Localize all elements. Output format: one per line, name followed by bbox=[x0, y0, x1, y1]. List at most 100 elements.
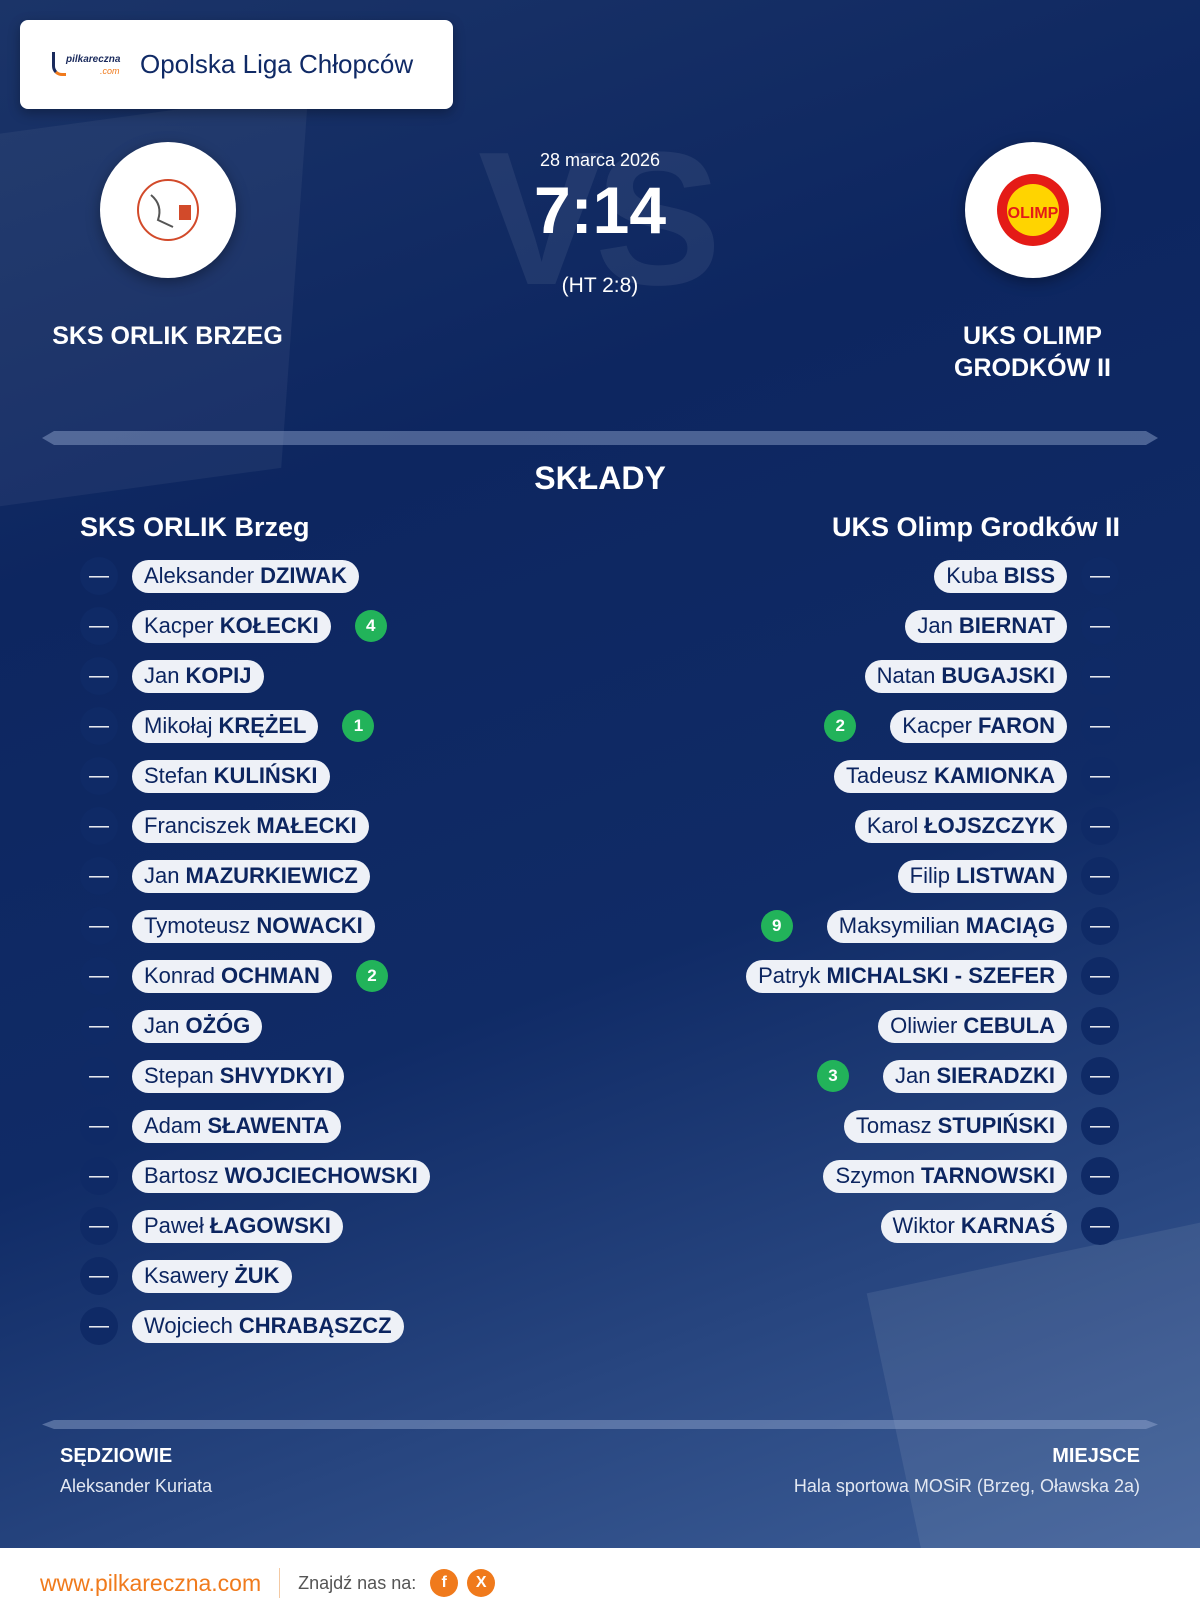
separator bbox=[279, 1568, 281, 1598]
player-name[interactable]: Wojciech CHRABĄSZCZ bbox=[132, 1309, 404, 1343]
player-last-name: MAZURKIEWICZ bbox=[185, 863, 358, 888]
player-name[interactable]: Tomasz STUPIŃSKI bbox=[843, 1109, 1067, 1143]
goals-badge: 9 bbox=[760, 910, 793, 942]
player-first-name: Konrad bbox=[144, 963, 215, 988]
player-name[interactable]: Konrad OCHMAN bbox=[132, 959, 332, 993]
player-name[interactable]: Tymoteusz NOWACKI bbox=[132, 909, 375, 943]
halftime-score: (HT 2:8) bbox=[561, 274, 639, 297]
player-row: — Ksawery ŻUK bbox=[80, 1257, 292, 1295]
facebook-icon[interactable]: f bbox=[430, 1569, 459, 1597]
shirt-number: — bbox=[80, 1007, 118, 1045]
shirt-number: — bbox=[1081, 607, 1119, 645]
player-last-name: SHVYDKYI bbox=[219, 1063, 333, 1088]
player-row: Wiktor KARNAŚ — bbox=[880, 1207, 1119, 1245]
away-team-logo: OLIMP bbox=[965, 142, 1101, 278]
player-name[interactable]: Mikołaj KRĘŻEL bbox=[132, 709, 319, 743]
league-header: pilkareczna .com Opolska Liga Chłopców bbox=[20, 20, 453, 109]
player-last-name: BISS bbox=[1003, 563, 1055, 588]
divider bbox=[42, 1420, 1158, 1429]
league-name: Opolska Liga Chłopców bbox=[140, 49, 414, 79]
player-last-name: ŁOJSZCZYK bbox=[924, 813, 1055, 838]
player-row: Tomasz STUPIŃSKI — bbox=[843, 1107, 1119, 1145]
player-first-name: Jan bbox=[144, 663, 180, 688]
player-name[interactable]: Natan BUGAJSKI bbox=[864, 659, 1067, 693]
shirt-number: — bbox=[1081, 957, 1119, 995]
player-row: Oliwier CEBULA — bbox=[878, 1007, 1119, 1045]
player-last-name: DZIWAK bbox=[260, 563, 347, 588]
home-team-name: SKS ORLIK BRZEG bbox=[52, 322, 283, 350]
player-name[interactable]: Franciszek MAŁECKI bbox=[132, 809, 369, 843]
referees-value: Aleksander Kuriata bbox=[60, 1476, 213, 1496]
shirt-number: — bbox=[80, 1157, 118, 1195]
player-last-name: MACIĄG bbox=[965, 913, 1055, 938]
player-name[interactable]: Jan SIERADZKI bbox=[882, 1059, 1067, 1093]
player-row: Jan BIERNAT — bbox=[905, 607, 1119, 645]
goals-badge: 2 bbox=[824, 710, 857, 742]
player-first-name: Jan bbox=[144, 863, 180, 888]
svg-text:OLIMP: OLIMP bbox=[1008, 205, 1059, 222]
shirt-number: — bbox=[80, 857, 118, 895]
player-row: 9 Maksymilian MACIĄG — bbox=[760, 907, 1119, 945]
shirt-number: — bbox=[1081, 1107, 1119, 1145]
vs-watermark: VS bbox=[478, 113, 721, 325]
shirt-number: — bbox=[80, 557, 118, 595]
player-row: — Bartosz WOJCIECHOWSKI bbox=[80, 1157, 430, 1195]
player-row: Karol ŁOJSZCZYK — bbox=[854, 807, 1119, 845]
shirt-number: — bbox=[1081, 1057, 1119, 1095]
player-first-name: Jan bbox=[144, 1013, 180, 1038]
player-row: — Wojciech CHRABĄSZCZ bbox=[80, 1307, 404, 1345]
player-last-name: CHRABĄSZCZ bbox=[238, 1313, 392, 1338]
player-name[interactable]: Oliwier CEBULA bbox=[878, 1009, 1067, 1043]
player-first-name: Wojciech bbox=[144, 1313, 233, 1338]
player-name[interactable]: Stefan KULIŃSKI bbox=[132, 759, 330, 793]
player-row: Filip LISTWAN — bbox=[897, 857, 1119, 895]
player-name[interactable]: Kacper FARON bbox=[890, 709, 1067, 743]
player-name[interactable]: Aleksander DZIWAK bbox=[132, 559, 359, 593]
player-name[interactable]: Tadeusz KAMIONKA bbox=[834, 759, 1067, 793]
player-name[interactable]: Szymon TARNOWSKI bbox=[823, 1159, 1067, 1193]
player-name[interactable]: Jan OŻÓG bbox=[132, 1009, 263, 1043]
player-last-name: ŁAGOWSKI bbox=[209, 1213, 331, 1238]
player-name[interactable]: Wiktor KARNAŚ bbox=[880, 1209, 1067, 1243]
match-report: VS pilkareczna .com Opolska Liga Chłopców… bbox=[0, 0, 1200, 1548]
player-name[interactable]: Adam SŁAWENTA bbox=[132, 1109, 342, 1143]
shirt-number: — bbox=[1081, 857, 1119, 895]
player-first-name: Oliwier bbox=[890, 1013, 958, 1038]
shirt-number: — bbox=[80, 807, 118, 845]
player-name[interactable]: Kacper KOŁECKI bbox=[132, 609, 331, 643]
shirt-number: — bbox=[1081, 657, 1119, 695]
shirt-number: — bbox=[80, 707, 118, 745]
player-name[interactable]: Jan MAZURKIEWICZ bbox=[132, 859, 370, 893]
player-last-name: WOJCIECHOWSKI bbox=[224, 1163, 418, 1188]
home-team-logo bbox=[100, 142, 236, 278]
player-last-name: NOWACKI bbox=[256, 913, 363, 938]
site-link[interactable]: www.pilkareczna.com bbox=[40, 1569, 262, 1596]
venue-value: Hala sportowa MOSiR (Brzeg, Oławska 2a) bbox=[793, 1476, 1140, 1496]
player-name[interactable]: Patryk MICHALSKI - SZEFER bbox=[746, 959, 1067, 993]
find-us-label: Znajdź nas na: bbox=[298, 1572, 417, 1593]
player-first-name: Patryk bbox=[758, 963, 821, 988]
shirt-number: — bbox=[1081, 757, 1119, 795]
player-name[interactable]: Karol ŁOJSZCZYK bbox=[854, 809, 1067, 843]
player-name[interactable]: Stepan SHVYDKYI bbox=[132, 1059, 345, 1093]
player-first-name: Tomasz bbox=[855, 1113, 932, 1138]
player-last-name: KARNAŚ bbox=[960, 1213, 1055, 1238]
player-last-name: BIERNAT bbox=[958, 613, 1055, 638]
shirt-number: — bbox=[1081, 1157, 1119, 1195]
player-name[interactable]: Filip LISTWAN bbox=[897, 859, 1067, 893]
shirt-number: — bbox=[1081, 557, 1119, 595]
player-last-name: FARON bbox=[978, 713, 1055, 738]
player-name[interactable]: Jan KOPIJ bbox=[132, 659, 264, 693]
player-first-name: Franciszek bbox=[144, 813, 251, 838]
player-row: — Franciszek MAŁECKI bbox=[80, 807, 369, 845]
player-row: 2 Kacper FARON — bbox=[824, 707, 1119, 745]
player-name[interactable]: Ksawery ŻUK bbox=[132, 1259, 292, 1293]
player-name[interactable]: Kuba BISS bbox=[934, 559, 1067, 593]
shirt-number: — bbox=[1081, 1207, 1119, 1245]
player-name[interactable]: Jan BIERNAT bbox=[905, 609, 1067, 643]
player-name[interactable]: Maksymilian MACIĄG bbox=[826, 909, 1067, 943]
player-row: — Mikołaj KRĘŻEL 1 bbox=[80, 707, 375, 745]
player-name[interactable]: Bartosz WOJCIECHOWSKI bbox=[132, 1159, 430, 1193]
player-name[interactable]: Paweł ŁAGOWSKI bbox=[132, 1209, 343, 1243]
x-icon[interactable]: X bbox=[467, 1569, 496, 1597]
